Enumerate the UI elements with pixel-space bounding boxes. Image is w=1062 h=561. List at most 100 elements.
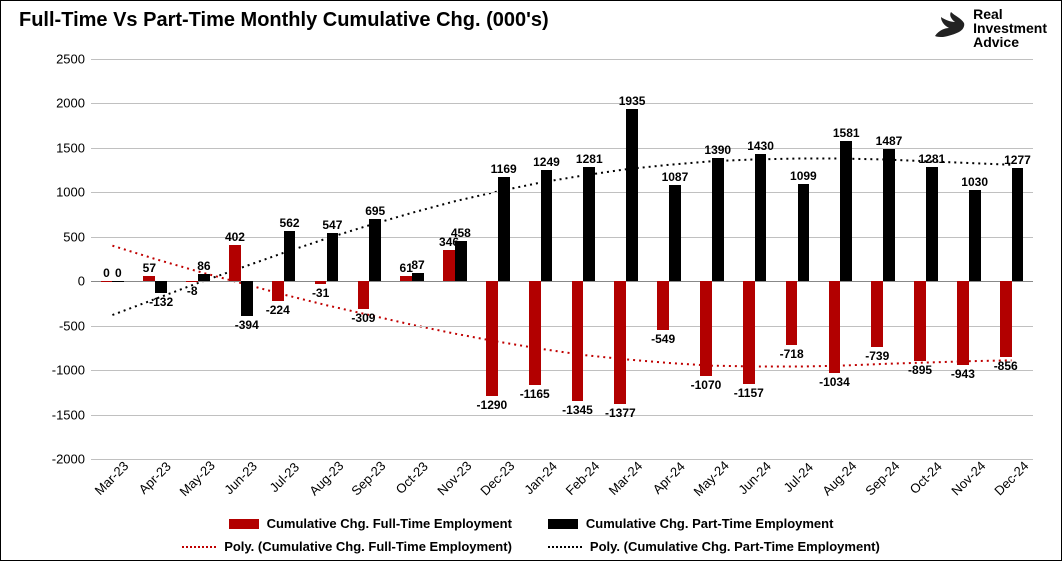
x-tick-label: Jan-24	[521, 459, 560, 498]
bar	[657, 281, 669, 330]
legend-item-poly-fulltime: Poly. (Cumulative Chg. Full-Time Employm…	[182, 539, 512, 554]
bar	[969, 190, 981, 282]
bar	[112, 281, 124, 282]
bar	[926, 167, 938, 281]
bar	[583, 167, 595, 281]
gridline	[91, 103, 1033, 104]
chart-title: Full-Time Vs Part-Time Monthly Cumulativ…	[19, 9, 549, 32]
legend-label-poly-parttime: Poly. (Cumulative Chg. Part-Time Employm…	[590, 539, 880, 554]
y-tick-label: -1500	[35, 407, 91, 422]
bar	[669, 185, 681, 282]
bar	[400, 276, 412, 281]
y-tick-label: 0	[35, 274, 91, 289]
legend-swatch-parttime	[548, 519, 578, 529]
bar	[871, 281, 883, 347]
x-tick-label: Nov-23	[434, 458, 474, 498]
bar-value-label: 1277	[1004, 153, 1031, 167]
bar-value-label: 57	[143, 261, 156, 275]
gridline	[91, 370, 1033, 371]
bar	[198, 274, 210, 282]
x-tick-label: Sep-24	[862, 458, 902, 498]
bar-value-label: 87	[411, 258, 424, 272]
legend-swatch-fulltime	[229, 519, 259, 529]
bar-value-label: -1157	[734, 386, 764, 400]
brand-text: Real Investment Advice	[973, 7, 1047, 49]
bar-value-label: 86	[197, 259, 210, 273]
brand-logo: Real Investment Advice	[931, 7, 1047, 49]
bar	[241, 281, 253, 316]
bar-value-label: 1281	[576, 152, 603, 166]
bar-value-label: 1169	[491, 162, 517, 176]
bar-value-label: 1935	[619, 94, 646, 108]
bar	[369, 219, 381, 281]
y-tick-label: 2500	[35, 52, 91, 67]
x-tick-label: Mar-24	[606, 458, 646, 498]
x-tick-label: Jul-23	[266, 459, 302, 495]
bar	[486, 281, 498, 396]
bar-value-label: -309	[351, 311, 375, 325]
x-tick-label: Oct-24	[907, 459, 945, 497]
bar	[786, 281, 798, 345]
y-tick-label: -2000	[35, 452, 91, 467]
bar	[186, 281, 198, 282]
bar	[455, 241, 467, 282]
bar	[1012, 168, 1024, 282]
x-tick-label: Dec-23	[477, 458, 517, 498]
bar-value-label: 1487	[876, 134, 903, 148]
y-tick-label: 1500	[35, 140, 91, 155]
gridline	[91, 59, 1033, 60]
bar-value-label: -1290	[477, 398, 508, 412]
bar	[498, 177, 510, 281]
legend-item-poly-parttime: Poly. (Cumulative Chg. Part-Time Employm…	[548, 539, 880, 554]
bar	[412, 273, 424, 281]
y-tick-label: 1000	[35, 185, 91, 200]
bar	[155, 281, 167, 293]
bar-value-label: -943	[951, 367, 975, 381]
bar	[626, 109, 638, 281]
legend-label-poly-fulltime: Poly. (Cumulative Chg. Full-Time Employm…	[224, 539, 512, 554]
bar	[101, 281, 113, 282]
bar-value-label: -132	[149, 295, 173, 309]
bar	[883, 149, 895, 281]
bar	[957, 281, 969, 365]
bar	[443, 250, 455, 281]
zero-line	[91, 281, 1033, 282]
legend-label-parttime: Cumulative Chg. Part-Time Employment	[586, 516, 834, 531]
bar	[712, 158, 724, 282]
bar	[143, 276, 155, 281]
y-tick-label: 2000	[35, 96, 91, 111]
bar	[315, 281, 327, 284]
legend-item-parttime: Cumulative Chg. Part-Time Employment	[548, 516, 834, 531]
bar	[914, 281, 926, 361]
bar-value-label: -8	[187, 284, 198, 298]
bar-value-label: 1249	[533, 155, 560, 169]
brand-line1: Real	[973, 7, 1047, 21]
eagle-icon	[931, 10, 967, 46]
x-tick-label: Oct-23	[393, 459, 431, 497]
y-tick-label: 500	[35, 229, 91, 244]
bar	[229, 245, 241, 281]
x-tick-label: Jun-24	[735, 459, 774, 498]
bar	[272, 281, 284, 301]
bar	[358, 281, 370, 308]
bar-value-label: -718	[780, 347, 804, 361]
bar	[743, 281, 755, 384]
x-tick-label: Feb-24	[563, 458, 603, 498]
bar-value-label: 1581	[833, 126, 860, 140]
bar	[798, 184, 810, 282]
bar	[284, 231, 296, 281]
x-tick-label: Aug-24	[820, 458, 860, 498]
bar-value-label: -1034	[819, 375, 850, 389]
bar	[572, 281, 584, 401]
bar-value-label: -1377	[605, 406, 636, 420]
bar-value-label: -1345	[562, 403, 593, 417]
x-tick-label: Aug-23	[306, 458, 346, 498]
legend-item-fulltime: Cumulative Chg. Full-Time Employment	[229, 516, 512, 531]
x-tick-label: Mar-23	[92, 458, 132, 498]
bar-value-label: -895	[908, 363, 932, 377]
legend-line-poly-fulltime	[182, 546, 216, 548]
gridline	[91, 326, 1033, 327]
bar-value-label: -549	[651, 332, 675, 346]
x-tick-label: May-23	[177, 458, 218, 499]
legend-label-fulltime: Cumulative Chg. Full-Time Employment	[267, 516, 512, 531]
